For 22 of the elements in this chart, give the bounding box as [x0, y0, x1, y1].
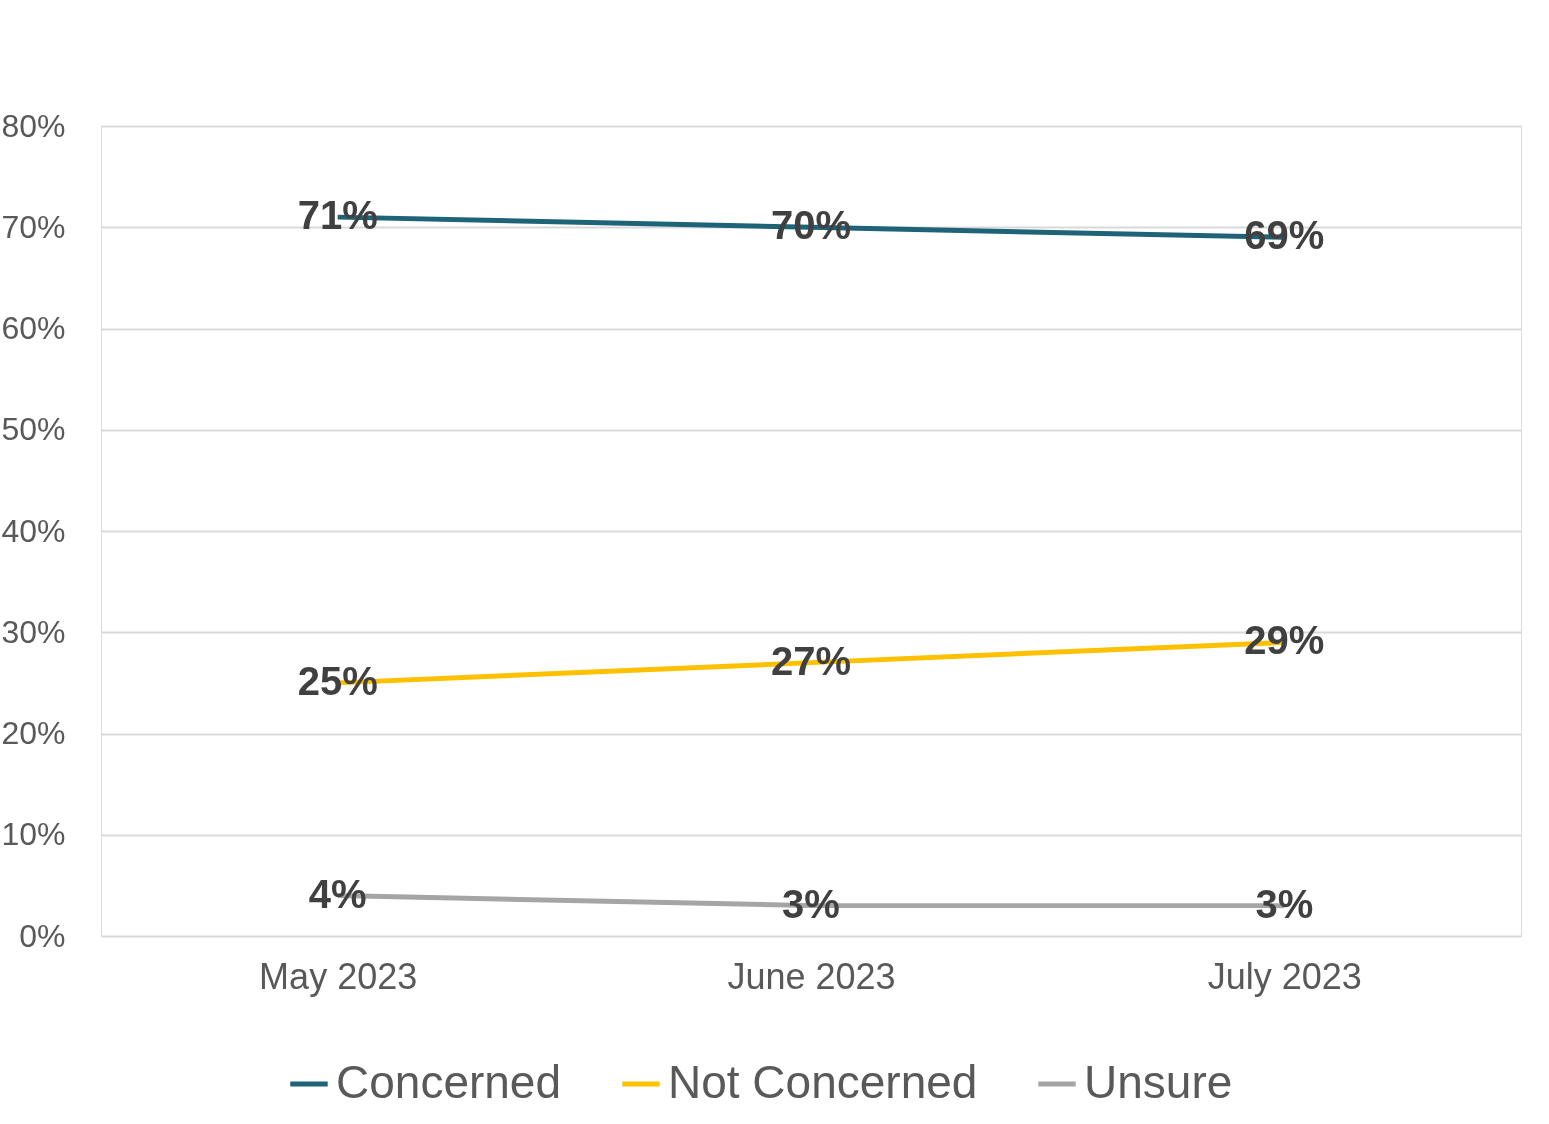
legend-label: Unsure	[1084, 1056, 1233, 1108]
y-tick-label: 80%	[1, 107, 66, 144]
y-tick-label: 70%	[1, 208, 66, 245]
y-tick-label: 0%	[19, 917, 66, 954]
y-tick-label: 50%	[1, 411, 66, 448]
data-label: 71%	[297, 193, 378, 238]
y-tick-label: 40%	[1, 512, 66, 549]
x-tick-label: June 2023	[727, 955, 896, 997]
legend-label: Not Concerned	[668, 1056, 978, 1108]
data-label: 25%	[297, 658, 378, 703]
x-tick-label: July 2023	[1207, 955, 1362, 997]
data-label: 29%	[1244, 618, 1325, 663]
y-tick-label: 30%	[1, 613, 66, 650]
legend-label: Concerned	[336, 1056, 562, 1108]
y-tick-label: 20%	[1, 715, 66, 751]
y-tick-label: 10%	[1, 816, 66, 853]
data-label: 3%	[782, 881, 840, 926]
data-label: 4%	[308, 871, 367, 916]
data-label: 69%	[1244, 213, 1325, 258]
y-tick-label: 60%	[1, 310, 66, 346]
data-label: 3%	[1255, 881, 1314, 926]
x-tick-label: May 2023	[259, 955, 418, 997]
